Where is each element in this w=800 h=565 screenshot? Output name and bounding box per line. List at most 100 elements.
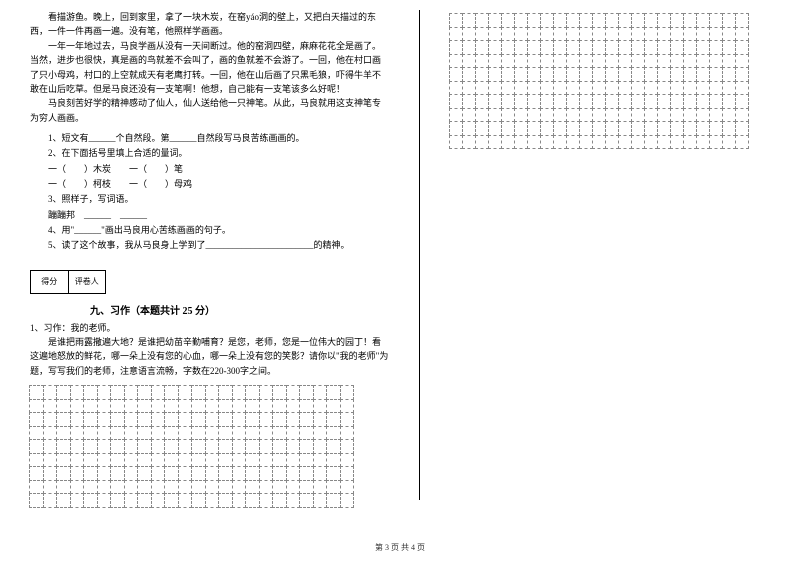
grid-cell xyxy=(83,385,98,400)
grid-cell xyxy=(232,493,247,508)
grid-cell xyxy=(657,40,671,55)
grid-row xyxy=(450,14,770,28)
grid-cell xyxy=(245,493,260,508)
grid-cell xyxy=(272,493,287,508)
grid-cell xyxy=(462,27,476,42)
grid-cell xyxy=(631,108,645,123)
grid-cell xyxy=(286,493,301,508)
grid-cell xyxy=(43,412,58,427)
grid-cell xyxy=(191,412,206,427)
grid-cell xyxy=(501,94,515,109)
grid-cell xyxy=(449,13,463,28)
grid-cell xyxy=(232,466,247,481)
grid-cell xyxy=(124,399,139,414)
grid-cell xyxy=(644,108,658,123)
grid-cell xyxy=(286,412,301,427)
grid-cell xyxy=(272,412,287,427)
grid-cell xyxy=(683,13,697,28)
grid-cell xyxy=(579,67,593,82)
writing-grid-right xyxy=(450,14,770,149)
grid-cell xyxy=(299,399,314,414)
grid-cell xyxy=(340,412,355,427)
grid-cell xyxy=(618,13,632,28)
grid-cell xyxy=(735,67,749,82)
grid-cell xyxy=(313,493,328,508)
grid-cell xyxy=(124,412,139,427)
grid-cell xyxy=(605,81,619,96)
grid-cell xyxy=(29,426,44,441)
grid-cell xyxy=(151,399,166,414)
grid-cell xyxy=(151,480,166,495)
grid-cell xyxy=(696,81,710,96)
grid-cell xyxy=(618,67,632,82)
grid-cell xyxy=(605,94,619,109)
grid-row xyxy=(450,122,770,136)
grid-cell xyxy=(70,399,85,414)
question-5: 5、读了这个故事，我从马良身上学到了______________________… xyxy=(30,238,389,253)
grid-cell xyxy=(488,27,502,42)
grid-cell xyxy=(475,13,489,28)
grid-cell xyxy=(592,27,606,42)
grid-row xyxy=(450,41,770,55)
grid-cell xyxy=(43,493,58,508)
grid-cell xyxy=(501,135,515,150)
grid-cell xyxy=(313,466,328,481)
grid-cell xyxy=(618,81,632,96)
grid-cell xyxy=(488,108,502,123)
grid-cell xyxy=(709,135,723,150)
composition-label: 1、习作：我的老师。 xyxy=(30,321,389,335)
grid-cell xyxy=(540,27,554,42)
grid-cell xyxy=(232,453,247,468)
grid-cell xyxy=(722,54,736,69)
grid-cell xyxy=(618,40,632,55)
grid-cell xyxy=(696,67,710,82)
grid-cell xyxy=(644,81,658,96)
grid-row xyxy=(30,440,389,454)
grid-cell xyxy=(164,426,179,441)
grid-cell xyxy=(735,27,749,42)
grid-cell xyxy=(56,466,71,481)
grid-cell xyxy=(670,135,684,150)
grid-cell xyxy=(205,480,220,495)
grid-cell xyxy=(29,493,44,508)
grid-cell xyxy=(722,27,736,42)
grid-cell xyxy=(488,121,502,136)
grid-cell xyxy=(592,94,606,109)
grid-cell xyxy=(178,493,193,508)
grid-cell xyxy=(670,67,684,82)
grid-cell xyxy=(124,493,139,508)
grid-cell xyxy=(56,493,71,508)
grid-cell xyxy=(683,54,697,69)
grid-cell xyxy=(592,108,606,123)
grid-cell xyxy=(683,67,697,82)
grid-cell xyxy=(259,453,274,468)
grid-row xyxy=(450,136,770,150)
grid-cell xyxy=(514,121,528,136)
grid-cell xyxy=(299,385,314,400)
grid-cell xyxy=(272,453,287,468)
writing-grid-left xyxy=(30,386,389,508)
grid-cell xyxy=(191,439,206,454)
grid-cell xyxy=(592,121,606,136)
grid-cell xyxy=(245,439,260,454)
grid-cell xyxy=(205,399,220,414)
grid-cell xyxy=(722,121,736,136)
grid-cell xyxy=(191,399,206,414)
grid-cell xyxy=(514,67,528,82)
grid-cell xyxy=(618,135,632,150)
grid-cell xyxy=(83,466,98,481)
grid-cell xyxy=(722,108,736,123)
grid-cell xyxy=(449,54,463,69)
grid-cell xyxy=(164,466,179,481)
grid-cell xyxy=(70,426,85,441)
composition-intro: 是谁把雨露撒遍大地？是谁把幼苗辛勤哺育？是您，老师，您是一位伟大的园丁！看这遍地… xyxy=(30,335,389,378)
grid-cell xyxy=(124,480,139,495)
grid-cell xyxy=(43,466,58,481)
grid-cell xyxy=(696,135,710,150)
grid-cell xyxy=(592,135,606,150)
grid-cell xyxy=(151,439,166,454)
grid-cell xyxy=(514,13,528,28)
grid-cell xyxy=(205,466,220,481)
grid-cell xyxy=(272,385,287,400)
grid-cell xyxy=(631,81,645,96)
